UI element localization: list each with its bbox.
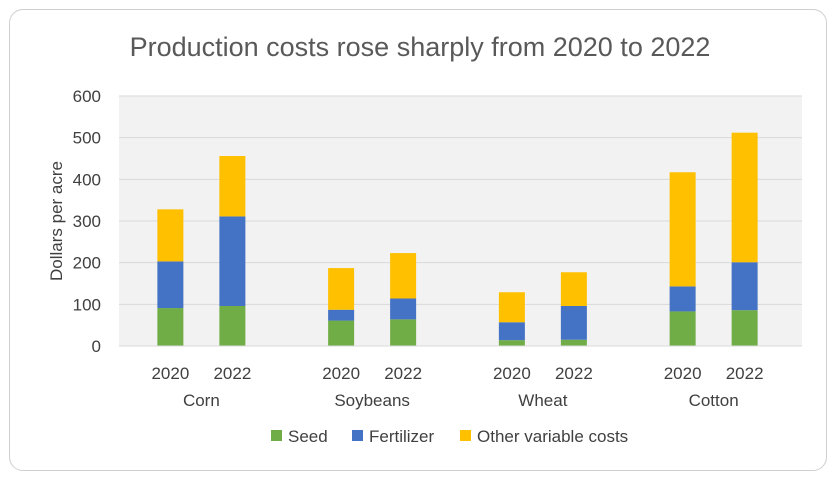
y-axis-ticks: 0 100 200 300 400 500 600: [73, 87, 101, 356]
bar-cotton-2020-other-variable-costs: [669, 172, 696, 287]
bar-soybeans-2022-seed: [390, 319, 417, 346]
x-axis-labels: 2020 2022 Corn 2020 2022 Soybeans 2020 2022 Whea…: [151, 364, 763, 410]
x-group-label: Soybeans: [334, 391, 410, 410]
bar-corn-2020-seed: [157, 308, 184, 346]
y-tick-label: 400: [73, 170, 101, 189]
bar-wheat-2022-seed: [560, 339, 587, 346]
bar-soybeans-2022-other-variable-costs: [390, 253, 417, 299]
bar-corn-2022-fertilizer: [219, 216, 246, 306]
x-tick-year-label: 2022: [213, 364, 251, 383]
legend-swatch-seed: [271, 430, 282, 441]
chart-title: Production costs rose sharply from 2020 …: [130, 32, 711, 62]
y-tick-label: 0: [92, 337, 101, 356]
y-tick-label: 100: [73, 295, 101, 314]
bar-corn-2022-seed: [219, 306, 246, 346]
x-group-label: Corn: [183, 391, 220, 410]
bar-wheat-2020-seed: [498, 340, 525, 346]
bar-corn-2020-other-variable-costs: [157, 209, 184, 262]
bar-soybeans-2020-seed: [328, 320, 355, 346]
x-tick-year-label: 2020: [151, 364, 189, 383]
bar-soybeans-2020-other-variable-costs: [328, 268, 355, 310]
bar-corn-2022-other-variable-costs: [219, 156, 246, 217]
legend-label: Fertilizer: [369, 427, 435, 446]
y-tick-label: 600: [73, 87, 101, 106]
bar-wheat-2020-fertilizer: [498, 322, 525, 341]
bar-wheat-2022-other-variable-costs: [560, 272, 587, 306]
bar-soybeans-2022-fertilizer: [390, 298, 417, 320]
legend-swatch-fertilizer: [352, 430, 363, 441]
legend-label: Seed: [288, 427, 328, 446]
x-tick-year-label: 2022: [726, 364, 764, 383]
bar-wheat-2020-other-variable-costs: [498, 292, 525, 323]
bar-cotton-2022-fertilizer: [731, 262, 758, 311]
y-tick-label: 300: [73, 212, 101, 231]
bar-soybeans-2020-fertilizer: [328, 309, 355, 321]
bar-cotton-2022-seed: [731, 310, 758, 346]
y-tick-label: 500: [73, 129, 101, 148]
bar-cotton-2020-fertilizer: [669, 286, 696, 312]
x-tick-year-label: 2022: [555, 364, 593, 383]
bar-cotton-2020-seed: [669, 311, 696, 346]
x-group-label: Wheat: [518, 391, 567, 410]
legend-label: Other variable costs: [477, 427, 628, 446]
bars: [157, 132, 758, 346]
bar-cotton-2022-other-variable-costs: [731, 132, 758, 263]
x-tick-year-label: 2020: [322, 364, 360, 383]
legend-swatch-other-variable-costs: [460, 430, 471, 441]
bar-corn-2020-fertilizer: [157, 261, 184, 309]
x-tick-year-label: 2020: [664, 364, 702, 383]
y-axis-label: Dollars per acre: [47, 161, 66, 281]
x-tick-year-label: 2022: [384, 364, 422, 383]
y-tick-label: 200: [73, 254, 101, 273]
legend: Seed Fertilizer Other variable costs: [271, 427, 628, 446]
x-group-label: Cotton: [689, 391, 739, 410]
x-tick-year-label: 2020: [493, 364, 531, 383]
bar-wheat-2022-fertilizer: [560, 306, 587, 340]
